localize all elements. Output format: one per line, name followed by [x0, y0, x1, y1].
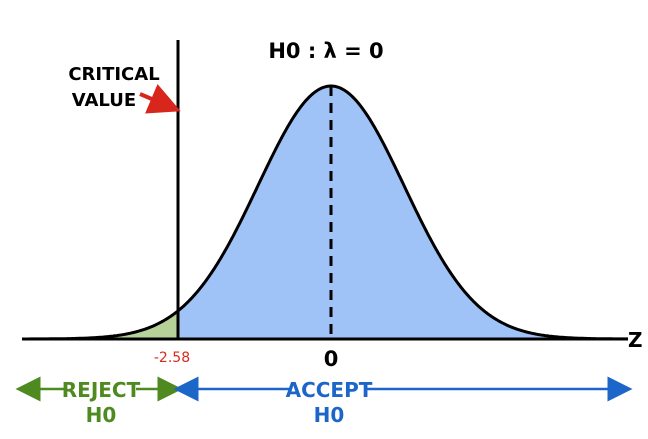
critical-value-annotation-line1: CRITICAL	[68, 64, 159, 85]
mean-tick-label: 0	[324, 347, 339, 371]
critical-value-pointer-arrow	[139, 84, 181, 114]
critical-value-annotation-line2: VALUE	[72, 90, 136, 111]
accept-label-line1: ACCEPT	[286, 378, 373, 402]
reject-label-line2: H0	[86, 403, 117, 427]
normal-density-curve	[22, 84, 628, 341]
critical-value-tick-label: -2.58	[154, 350, 190, 366]
accept-region-fill	[178, 86, 628, 339]
reject-label-line1: REJECT	[62, 378, 141, 402]
z-axis-label: Z	[628, 328, 643, 352]
accept-label-line2: H0	[314, 403, 345, 427]
null-hypothesis-label: H0 : λ = 0	[268, 39, 383, 63]
